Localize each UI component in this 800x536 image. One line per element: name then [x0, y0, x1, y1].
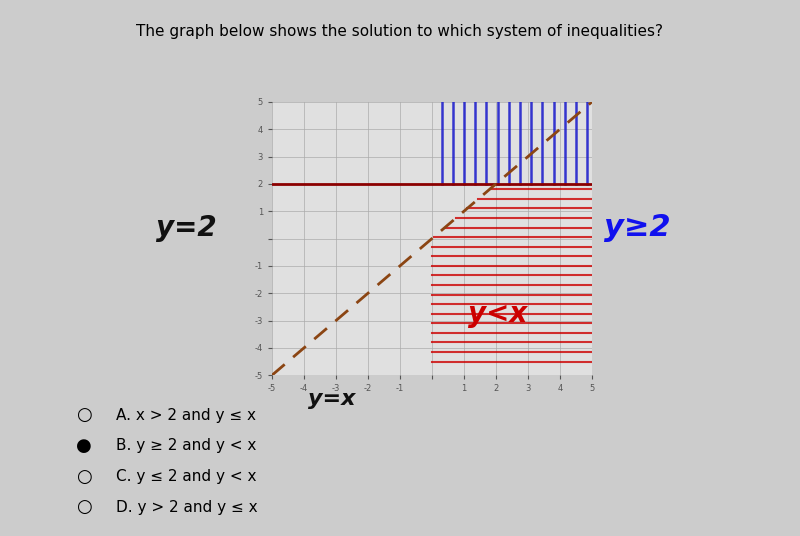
- Text: B. y ≥ 2 and y < x: B. y ≥ 2 and y < x: [116, 438, 256, 453]
- Text: The graph below shows the solution to which system of inequalities?: The graph below shows the solution to wh…: [137, 24, 663, 39]
- Text: y=2: y=2: [156, 214, 217, 242]
- Text: y<x: y<x: [468, 300, 527, 327]
- Text: ○: ○: [76, 467, 92, 486]
- Text: ○: ○: [76, 498, 92, 516]
- Text: y≥2: y≥2: [604, 213, 670, 242]
- Text: D. y > 2 and y ≤ x: D. y > 2 and y ≤ x: [116, 500, 258, 515]
- Text: y=x: y=x: [308, 389, 355, 410]
- Text: ●: ●: [76, 437, 92, 455]
- Text: ○: ○: [76, 406, 92, 425]
- Text: A. x > 2 and y ≤ x: A. x > 2 and y ≤ x: [116, 408, 256, 423]
- Text: C. y ≤ 2 and y < x: C. y ≤ 2 and y < x: [116, 469, 257, 484]
